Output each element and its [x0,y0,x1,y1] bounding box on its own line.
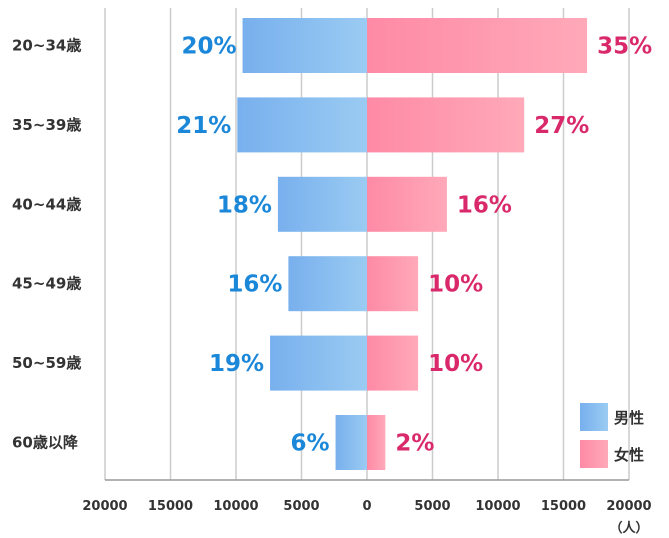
data-label-male: 18% [217,192,272,218]
category-label: 20~34歳 [12,37,81,55]
x-tick-label: 5000 [414,499,450,514]
data-label-male: 20% [181,34,236,60]
data-label-male: 16% [227,272,282,298]
x-unit-label: （人） [609,520,648,536]
bar-male [335,415,367,470]
data-label-female: 16% [457,192,512,218]
bar-female [367,256,419,312]
x-tick-label: 15000 [541,499,586,514]
data-label-female: 35% [597,34,652,60]
data-label-female: 10% [428,351,483,377]
category-label: 50~59歳 [12,354,81,372]
bar-male [270,335,367,391]
bar-female [367,97,525,153]
x-tick-label: 15000 [148,499,193,514]
x-tick-label: 10000 [475,499,520,514]
category-label: 40~44歳 [12,195,81,213]
x-tick-label: 20000 [606,499,651,514]
bar-female [367,176,447,232]
bar-male [237,97,367,153]
x-tick-label: 5000 [283,499,319,514]
bar-male [277,176,367,232]
bar-male [242,18,367,73]
bar-female [367,335,419,391]
category-label: 45~49歳 [12,275,81,293]
legend-swatch-male [580,403,608,431]
x-tick-label: 20000 [82,499,127,514]
category-label: 35~39歳 [12,116,81,134]
data-label-male: 19% [209,351,264,377]
bar-female [367,18,588,73]
category-label: 60歳以降 [12,434,79,452]
bar-male [288,256,367,312]
x-tick-label: 10000 [213,499,258,514]
data-label-male: 21% [176,113,231,139]
legend-label-male: 男性 [614,409,644,427]
bar-female [367,415,386,470]
data-label-female: 2% [395,431,434,457]
legend-label-female: 女性 [614,446,644,464]
data-label-male: 6% [290,431,329,457]
x-tick-label: 0 [362,499,371,514]
data-label-female: 10% [428,272,483,298]
legend-swatch-female [580,440,608,468]
data-label-female: 27% [534,113,589,139]
